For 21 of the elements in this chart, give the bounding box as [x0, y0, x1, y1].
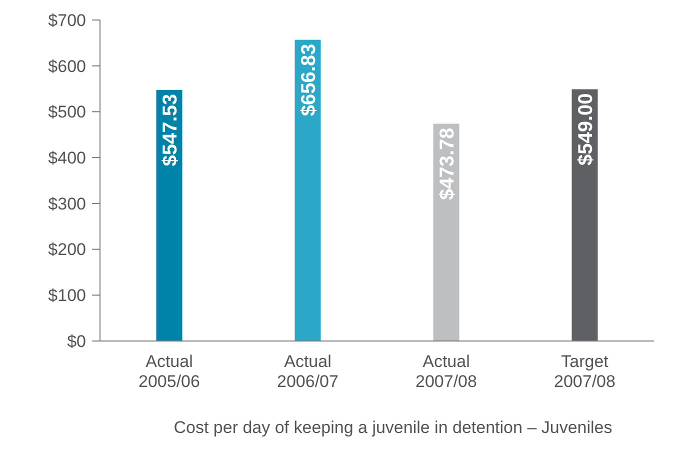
y-tick-label: $400 [48, 148, 86, 168]
y-tick-label: $100 [48, 286, 86, 306]
bar [572, 89, 598, 341]
bar [294, 40, 321, 341]
x-tick-label: Actual 2005/06 [138, 352, 200, 391]
x-tick-label: Actual 2006/07 [277, 352, 338, 391]
data-label: $547.53 [159, 94, 182, 166]
data-label: $656.83 [298, 44, 320, 116]
x-tick-label: Target 2007/08 [554, 352, 616, 391]
y-tick-label: $500 [48, 102, 86, 122]
y-tick-label: $600 [48, 56, 86, 76]
y-tick-label: $200 [48, 240, 86, 260]
x-axis-title: Cost per day of keeping a juvenile in detention – Juveniles [174, 418, 612, 437]
bar [433, 124, 460, 341]
y-tick-label: $700 [48, 10, 86, 30]
x-tick-label: Actual 2007/08 [416, 352, 477, 391]
data-label: $549.00 [574, 93, 597, 166]
data-label: $473.78 [436, 128, 458, 200]
y-tick-label: $0 [67, 332, 86, 351]
bar [156, 90, 182, 341]
y-tick-label: $300 [48, 194, 86, 214]
